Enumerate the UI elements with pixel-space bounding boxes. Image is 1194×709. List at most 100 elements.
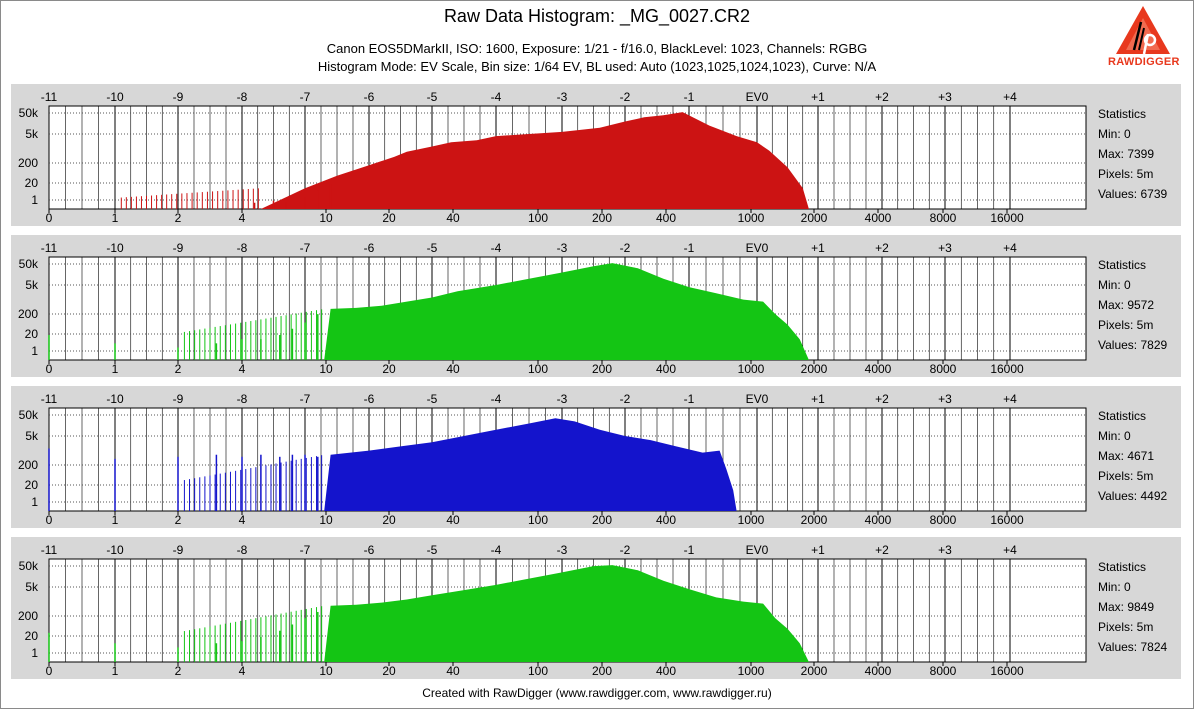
ev-tick-label: -4 <box>491 392 502 406</box>
y-tick-label: 200 <box>18 609 38 623</box>
raw-tick-label: 16000 <box>990 664 1024 678</box>
raw-tick-label: 2 <box>175 664 182 678</box>
raw-tick-label: 8000 <box>930 211 957 225</box>
raw-tick-label: 200 <box>592 362 612 376</box>
raw-tick-label: 20 <box>382 211 396 225</box>
y-tick-label: 1 <box>31 193 38 207</box>
statistics-block: Statistics Min: 0 Max: 9849 Pixels: 5m V… <box>1098 557 1167 657</box>
ev-tick-label: -5 <box>427 241 438 255</box>
ev-tick-label: -7 <box>300 392 311 406</box>
ev-tick-label: -6 <box>364 90 375 104</box>
stats-heading: Statistics <box>1098 107 1147 121</box>
raw-tick-label: 40 <box>446 513 460 527</box>
ev-tick-label: -1 <box>684 543 695 557</box>
stats-min: Min: 0 <box>1098 127 1131 141</box>
raw-tick-label: 0 <box>46 664 53 678</box>
stats-pixels: Pixels: 5m <box>1098 318 1154 332</box>
raw-tick-label: 0 <box>46 211 53 225</box>
raw-tick-label: 200 <box>592 513 612 527</box>
ev-tick-label: -8 <box>237 90 248 104</box>
stats-values: Values: 7824 <box>1098 640 1168 654</box>
ev-tick-label: +4 <box>1003 241 1017 255</box>
histogram-panel-green1: -11 -10 -9 -8 -7 -6 -5 -4 -3 -2 -1 EV0 +1 +2 +3 +4 0 1 2 4 1… <box>11 235 1181 377</box>
ev-tick-label: -11 <box>41 90 58 104</box>
ev-tick-label: -2 <box>620 90 631 104</box>
ev-tick-label: -7 <box>300 543 311 557</box>
y-tick-label: 200 <box>18 458 38 472</box>
histogram-area <box>324 418 737 511</box>
ev-tick-label: +1 <box>811 543 825 557</box>
ev-tick-label: +2 <box>875 241 889 255</box>
raw-tick-label: 100 <box>528 362 548 376</box>
stats-pixels: Pixels: 5m <box>1098 620 1154 634</box>
logo-wordmark: RAWDIGGER <box>1108 56 1180 68</box>
y-tick-label: 5k <box>25 127 39 141</box>
raw-tick-label: 1 <box>112 513 119 527</box>
raw-tick-label: 2 <box>175 362 182 376</box>
ev-tick-label: +4 <box>1003 392 1017 406</box>
ev-tick-label: -9 <box>173 543 184 557</box>
y-tick-label: 20 <box>25 629 39 643</box>
stats-heading: Statistics <box>1098 258 1147 272</box>
ev-tick-label: -11 <box>41 241 58 255</box>
raw-tick-label: 2000 <box>801 513 828 527</box>
raw-tick-label: 4 <box>239 362 246 376</box>
stats-values: Values: 7829 <box>1098 338 1168 352</box>
ev-tick-label: -4 <box>491 241 502 255</box>
raw-tick-label: 400 <box>656 362 676 376</box>
statistics-block: Statistics Min: 0 Max: 9572 Pixels: 5m V… <box>1098 255 1167 355</box>
raw-tick-label: 40 <box>446 362 460 376</box>
raw-tick-label: 20 <box>382 513 396 527</box>
raw-tick-label: 8000 <box>930 664 957 678</box>
raw-tick-label: 400 <box>656 513 676 527</box>
statistics-block: Statistics Min: 0 Max: 7399 Pixels: 5m V… <box>1098 104 1167 204</box>
y-tick-label: 200 <box>18 307 38 321</box>
histogram-area <box>260 112 809 209</box>
histogram-panel-red: -11 -10 -9 -8 -7 -6 -5 -4 -3 -2 -1 EV0 +1 +2 +3 +4 0 1 2 4 1… <box>11 84 1181 226</box>
y-tick-label: 50k <box>19 106 39 120</box>
ev-tick-label: -3 <box>557 241 568 255</box>
ev-tick-label: -1 <box>684 90 695 104</box>
raw-tick-label: 40 <box>446 211 460 225</box>
y-tick-label: 1 <box>31 646 38 660</box>
ev-tick-label: -3 <box>557 392 568 406</box>
ev-tick-label: -9 <box>173 241 184 255</box>
ev-tick-label: +4 <box>1003 543 1017 557</box>
raw-tick-label: 4000 <box>865 362 892 376</box>
ev-tick-label: -11 <box>41 392 58 406</box>
ev-tick-label: -3 <box>557 90 568 104</box>
y-tick-label: 200 <box>18 156 38 170</box>
raw-tick-label: 1000 <box>738 211 765 225</box>
raw-tick-label: 100 <box>528 211 548 225</box>
ev-tick-label: +1 <box>811 90 825 104</box>
raw-tick-label: 100 <box>528 513 548 527</box>
raw-tick-label: 20 <box>382 664 396 678</box>
y-tick-label: 5k <box>25 429 39 443</box>
raw-tick-label: 1000 <box>738 664 765 678</box>
stats-heading: Statistics <box>1098 409 1147 423</box>
stats-max: Max: 9572 <box>1098 298 1155 312</box>
ev-tick-label: -10 <box>106 392 124 406</box>
raw-tick-label: 8000 <box>930 362 957 376</box>
y-tick-label: 1 <box>31 495 38 509</box>
raw-tick-label: 2 <box>175 211 182 225</box>
raw-tick-label: 2000 <box>801 362 828 376</box>
raw-tick-label: 4 <box>239 211 246 225</box>
raw-tick-label: 40 <box>446 664 460 678</box>
ev-tick-label: -5 <box>427 90 438 104</box>
histogram-plot: -11 -10 -9 -8 -7 -6 -5 -4 -3 -2 -1 EV0 +1 +2 +3 +40 1 2 4 1… <box>18 241 1087 376</box>
raw-tick-label: 8000 <box>930 513 957 527</box>
raw-tick-label: 20 <box>382 362 396 376</box>
ev-tick-label: +2 <box>875 90 889 104</box>
raw-tick-label: 10 <box>319 211 333 225</box>
stats-min: Min: 0 <box>1098 278 1131 292</box>
y-tick-label: 5k <box>25 580 39 594</box>
stats-max: Max: 4671 <box>1098 449 1155 463</box>
raw-tick-label: 10 <box>319 362 333 376</box>
ev-tick-label: +3 <box>938 392 952 406</box>
histogram-plot: -11 -10 -9 -8 -7 -6 -5 -4 -3 -2 -1 EV0 +1 +2 +3 +40 1 2 4 1… <box>18 543 1087 678</box>
ev-tick-label: -2 <box>620 241 631 255</box>
ev-tick-label: +3 <box>938 543 952 557</box>
histogram-plot: -11 -10 -9 -8 -7 -6 -5 -4 -3 -2 -1 EV0 +1 +2 +3 +40 1 2 4 1… <box>18 90 1087 225</box>
ev-tick-label: +4 <box>1003 90 1017 104</box>
